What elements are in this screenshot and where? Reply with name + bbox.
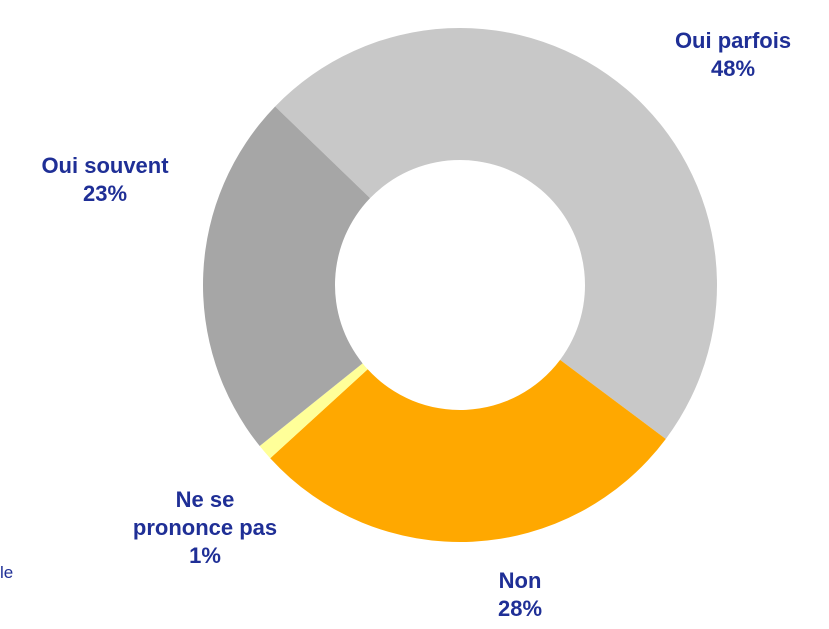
category-name: Oui souvent (41, 153, 169, 178)
donut-slice (259, 363, 368, 459)
slice-label: Ne se prononce pas 1% (125, 486, 285, 570)
category-name: Non (498, 568, 542, 593)
value-label: 1% (189, 543, 221, 568)
category-name: Ne se prononce pas (132, 487, 278, 540)
donut-slice (202, 106, 371, 447)
slice-label: Oui souvent 23% (41, 152, 168, 208)
donut-slice (275, 27, 717, 439)
slice-label: Oui parfois 48% (675, 27, 791, 83)
value-label: 48% (710, 56, 756, 81)
donut-slice (270, 359, 666, 542)
category-name: Oui parfois (674, 28, 792, 53)
value-label: 23% (82, 181, 128, 206)
slice-label: Non 28% (498, 567, 542, 623)
footnote: le (0, 563, 14, 582)
value-label: 28% (497, 596, 543, 621)
